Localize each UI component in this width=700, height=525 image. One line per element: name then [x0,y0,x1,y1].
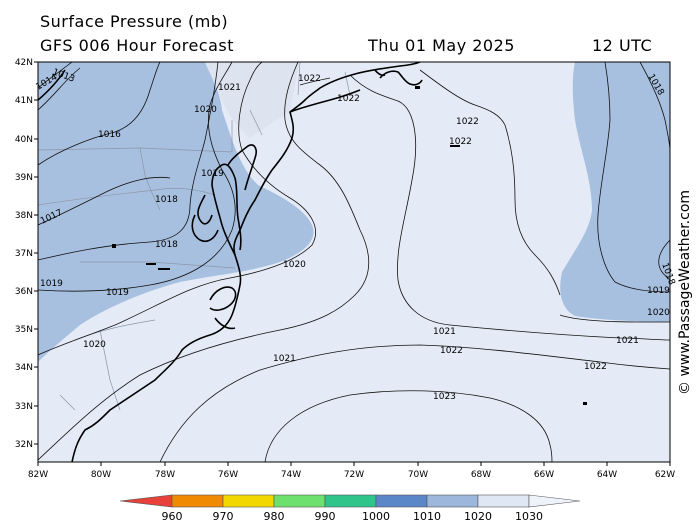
isobar-label: 1019 [106,288,129,298]
isobar-label: 1022 [456,117,479,127]
islands [112,86,587,405]
lon-label: 80W [91,470,111,480]
forecast-model: GFS 006 Hour Forecast [40,36,235,55]
isobar-label: 1022 [440,346,463,356]
colorbar-segment [324,494,377,508]
isobar-label: 1016 [98,130,121,140]
lat-label: 32N [15,440,33,450]
colorbar-segment [222,494,275,508]
lon-label: 74W [281,470,301,480]
land-northeast [205,62,300,138]
colorbar-segment [375,494,428,508]
colorbar-label: 970 [213,510,234,523]
colorbar-segment [171,494,224,508]
isobar-label: 1023 [433,392,456,402]
isobar-label: 1022 [337,94,360,104]
lon-label: 68W [471,470,491,480]
colorbar-segment [477,494,530,508]
west-low-pressure-area [38,62,314,362]
colorbar-label: 960 [162,510,183,523]
latitude-labels: 42N 41N 40N 39N 38N 37N 36N 35N 34N 33N … [15,58,33,450]
forecast-time: 12 UTC [592,36,653,55]
colorbar-segment [426,494,479,508]
lon-label: 70W [408,470,428,480]
lon-label: 82W [28,470,48,480]
lat-label: 36N [15,287,33,297]
lon-label: 62W [655,470,675,480]
lat-label: 33N [15,402,33,412]
colorbar-label: 980 [264,510,285,523]
lon-label: 72W [344,470,364,480]
colorbar-right-arrow [528,494,581,508]
colorbar-label: 1010 [413,510,441,523]
isobar-label: 1020 [83,340,106,350]
isobar-label: 1022 [298,74,321,84]
isobar-label: 1018 [155,195,178,205]
longitude-labels: 82W 80W 78W 76W 74W 72W 70W 68W 66W 64W … [28,470,675,480]
lat-label: 40N [15,135,33,145]
lat-label: 37N [15,249,33,259]
colorbar-left-arrow [119,494,173,508]
isobar-label: 1021 [433,327,456,337]
lat-label: 38N [15,211,33,221]
isobar-label: 1021 [616,336,639,346]
isobar-label: 1019 [40,279,63,289]
isobar-label: 1020 [647,308,670,318]
lon-label: 64W [597,470,617,480]
chart-title: Surface Pressure (mb) [40,12,229,31]
isobar-label: 1021 [218,83,241,93]
lat-label: 34N [15,363,33,373]
isobar-label: 1018 [155,240,178,250]
axis-ticks [34,61,671,466]
lat-label: 42N [15,58,33,68]
coastline [38,62,423,462]
isobar-label: 1020 [283,260,306,270]
forecast-date: Thu 01 May 2025 [368,36,515,55]
lon-label: 76W [218,470,238,480]
lat-label: 41N [15,96,33,106]
colorbar-label: 990 [315,510,336,523]
copyright-credit: © www.PassageWeather.com [677,189,693,395]
isobars [38,62,670,462]
lat-label: 39N [15,173,33,183]
lon-label: 66W [534,470,554,480]
east-low-pressure-area [560,62,670,322]
isobar-label: 1019 [647,286,670,296]
colorbar-label: 1030 [515,510,543,523]
isobar-label: 1020 [194,105,217,115]
colorbar-segment [273,494,326,508]
colorbar-labels: 960 970 980 990 1000 1010 1020 1030 [162,510,544,523]
pressure-colorbar [119,494,581,508]
lat-label: 35N [15,325,33,335]
colorbar-label: 1020 [464,510,492,523]
isobar-label: 1022 [449,137,472,147]
colorbar-label: 1000 [362,510,390,523]
isobar-label: 1019 [201,169,224,179]
isobar-label: 1021 [273,354,296,364]
lon-label: 78W [155,470,175,480]
isobar-label: 1022 [584,362,607,372]
